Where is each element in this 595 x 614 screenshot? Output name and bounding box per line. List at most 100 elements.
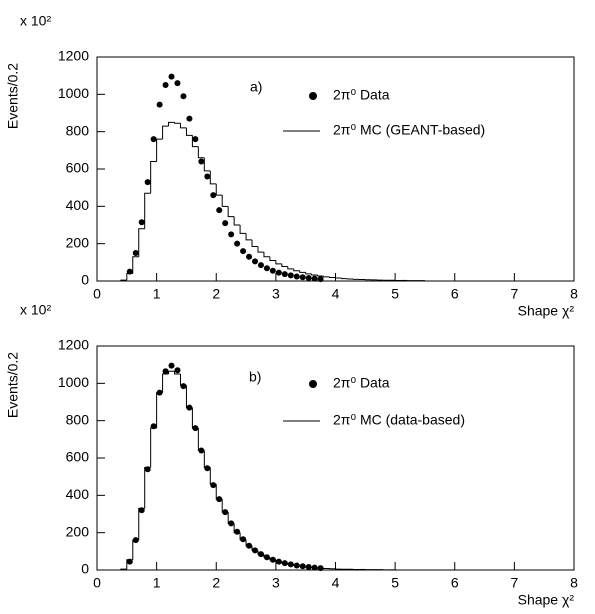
data-point [240,248,247,255]
histogram-bin [263,554,270,558]
data-point [144,179,151,186]
histogram-bin [340,278,348,280]
x-tick-label: 5 [391,286,399,302]
histogram-bin [257,550,264,555]
histogram-bin [299,565,306,567]
legend-marker [309,380,317,388]
histogram-bin [168,370,175,374]
histogram-bin [215,484,223,500]
data-point [180,93,187,100]
y-tick-label: 1000 [58,374,89,390]
y-tick-label: 200 [66,234,90,250]
histogram-bin [162,373,169,393]
data-point [204,173,211,180]
histogram-bin [144,192,151,229]
histogram-bin [144,466,151,509]
histogram-bin [269,256,276,261]
legend-label: 2π⁰ MC (GEANT-based) [333,122,485,138]
y-tick-label: 200 [66,523,90,539]
x-tick-label: 4 [332,575,340,591]
histogram-bin [179,123,187,129]
histogram-bin [221,499,229,513]
histogram-bin [287,563,294,565]
x-tick-label: 3 [272,286,280,302]
histogram-bin [317,275,324,277]
data-point [174,80,181,87]
x-axis-label: Shape χ² [518,303,575,319]
data-point [192,136,199,143]
histogram-bin [281,263,288,267]
histogram-bin [239,532,247,541]
data-point [263,265,270,272]
y-tick-label: 1000 [58,85,89,101]
data-point [138,219,145,226]
data-point [311,275,318,282]
data-point [216,207,223,214]
histogram-bin [329,276,336,278]
histogram-bin [132,256,139,274]
histogram-bin [305,566,312,568]
y-tick-label: 1200 [58,48,89,64]
y-tick-label: 600 [66,160,90,176]
histogram-bin [120,568,127,570]
histogram-bin [287,266,294,270]
histogram-bin [120,279,127,281]
data-point [317,276,324,283]
x-tick-label: 2 [212,575,220,591]
y-axis-label: Events/0.2 [5,63,21,129]
histogram-bin [168,121,175,127]
x-tick-label: 1 [153,286,161,302]
data-point [162,368,169,375]
histogram-bin [126,559,133,570]
data-point [234,528,241,535]
histogram-bin [269,557,276,561]
y-tick-label: 0 [81,272,89,288]
legend-label: 2π⁰ Data [333,375,390,391]
axis-multiplier: x 10² [20,302,51,318]
y-tick-label: 400 [66,197,90,213]
histogram-bin [245,539,253,547]
histogram-bin [293,268,300,272]
data-point [150,136,157,143]
histogram-bin [299,270,306,273]
x-tick-label: 6 [451,575,459,591]
histogram-bin [251,239,258,247]
histogram-bin [191,135,199,148]
x-tick-label: 5 [391,575,399,591]
y-tick-label: 800 [66,122,90,138]
data-point [299,274,306,281]
annotation: a) [250,79,262,95]
histogram-bin [257,246,264,253]
data-point [180,383,187,390]
histogram-bin [281,561,288,564]
data-point [257,262,264,269]
data-point [305,275,312,282]
histogram-bin [150,427,157,468]
legend-marker [309,92,317,100]
x-tick-label: 4 [332,286,340,302]
x-tick-label: 6 [451,286,459,302]
axis-multiplier: x 10² [20,13,51,29]
histogram-bin [209,170,217,185]
x-tick-label: 7 [510,575,518,591]
histogram-bin [197,146,205,159]
data-point [156,101,163,108]
histogram-bin [156,392,163,429]
histogram-bin [203,450,211,468]
histogram-bin [162,125,169,140]
histogram-bin [305,272,312,275]
data-point [162,82,169,88]
data-point [287,272,294,279]
x-tick-label: 7 [510,286,518,302]
histogram-bin [132,539,139,560]
histogram-bin [293,564,300,567]
histogram-bin [317,567,324,569]
data-point [168,73,175,80]
histogram-bin [323,275,330,278]
histogram-bin [311,567,318,569]
data-point [132,250,139,256]
data-point [186,115,193,122]
data-point [222,220,229,227]
